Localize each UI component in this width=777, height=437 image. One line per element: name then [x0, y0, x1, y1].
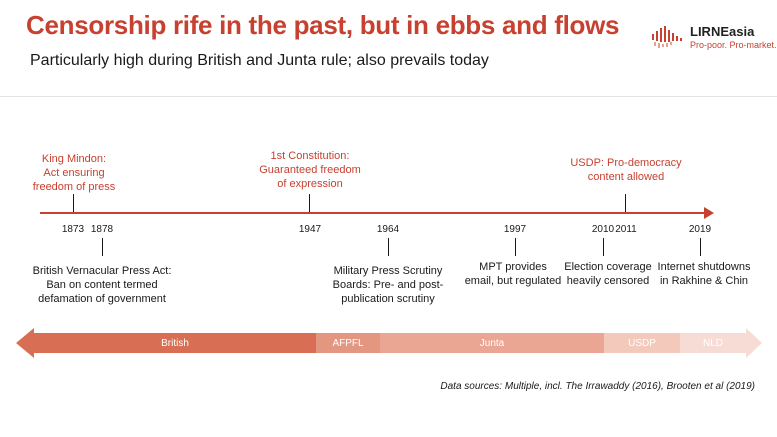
year-1964: 1964: [376, 224, 400, 235]
era-junta: Junta: [380, 333, 604, 353]
tick-1964: [388, 238, 389, 256]
era-bar-right-arrow-icon: [746, 328, 762, 358]
year-2011: 2011: [615, 224, 637, 235]
event-election-coverage: Election coverage heavily censored: [564, 261, 652, 287]
tick-1947: [309, 194, 310, 214]
era-british: British: [34, 333, 316, 353]
event-first-constitution: 1st Constitution: Guaranteed freedom of …: [259, 150, 361, 190]
tick-2019: [700, 238, 701, 256]
year-2019: 2019: [688, 224, 712, 235]
lirneasia-logo: LIRNEasia Pro-poor. Pro-market.: [650, 22, 777, 54]
slide-subtitle: Particularly high during British and Jun…: [30, 52, 489, 69]
tick-1873: [73, 194, 74, 214]
event-military-scrutiny-boards: Military Press Scrutiny Boards: Pre- and…: [332, 265, 444, 305]
year-1878: 1878: [90, 224, 114, 235]
event-mpt-email: MPT provides email, but regulated: [464, 261, 562, 287]
timeline-arrow-icon: [704, 207, 714, 219]
data-source-note: Data sources: Multiple, incl. The Irrawa…: [440, 381, 755, 392]
logo-name: LIRNEasia: [690, 24, 755, 39]
year-2010: 2010: [591, 224, 615, 235]
event-vernacular-press-act: British Vernacular Press Act: Ban on con…: [32, 265, 172, 305]
tick-2010: [603, 238, 604, 256]
year-1997: 1997: [503, 224, 527, 235]
timeline-axis: [40, 212, 706, 214]
year-1873: 1873: [61, 224, 85, 235]
tick-2011: [625, 194, 626, 214]
event-king-mindon: King Mindon: Act ensuring freedom of pre…: [32, 153, 116, 193]
event-usdp-pro-democracy: USDP: Pro-democracy content allowed: [570, 157, 682, 183]
tick-1878: [102, 238, 103, 256]
logo-tagline: Pro-poor. Pro-market.: [690, 40, 777, 50]
year-1947: 1947: [298, 224, 322, 235]
era-bar-left-arrow-icon: [16, 328, 34, 358]
slide-title: Censorship rife in the past, but in ebbs…: [26, 10, 620, 40]
event-internet-shutdowns: Internet shutdowns in Rakhine & Chin: [657, 261, 751, 287]
era-nld: NLD: [680, 333, 746, 353]
logo-mark-icon: [652, 26, 682, 48]
header-divider: [0, 96, 777, 97]
era-usdp: USDP: [604, 333, 680, 353]
tick-1997: [515, 238, 516, 256]
era-afpfl: AFPFL: [316, 333, 380, 353]
